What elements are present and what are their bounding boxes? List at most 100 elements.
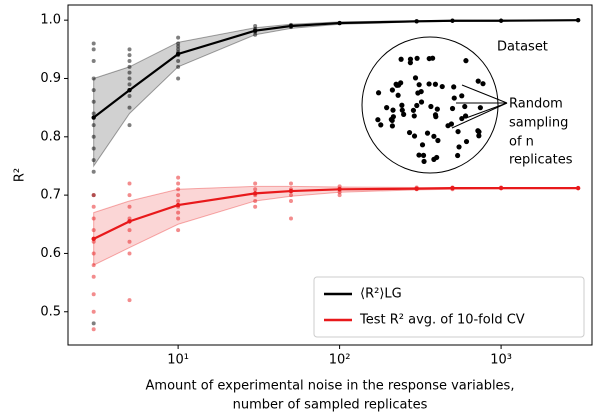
x-tick-label: 10² [329, 353, 351, 368]
dataset-dot [407, 56, 414, 62]
dataset-dot [415, 90, 421, 96]
dataset-dot [399, 107, 405, 113]
replicate-point [91, 169, 96, 174]
annotation: of n [509, 135, 534, 150]
y-tick-label: 0.8 [40, 129, 61, 144]
replicate-point [91, 134, 96, 139]
annotation: sampling [509, 116, 568, 131]
replicate-point [127, 204, 132, 209]
mean-point [91, 236, 96, 242]
replicate-point [91, 274, 96, 279]
replicate-point [253, 23, 258, 28]
dataset-dot [451, 95, 457, 101]
replicate-point [176, 216, 181, 221]
plot-area [91, 17, 581, 332]
mean-point [175, 202, 181, 208]
confidence-band [93, 185, 579, 266]
mean-point [288, 23, 294, 29]
dataset-dot [375, 90, 382, 96]
dataset-dot [431, 133, 437, 139]
dataset-dot [476, 129, 482, 135]
y-tick-label: 0.9 [40, 71, 61, 86]
replicate-point [91, 111, 96, 116]
replicate-point [91, 204, 96, 209]
dataset-dot [439, 83, 445, 90]
dataset-dot [463, 58, 469, 64]
replicate-point [91, 158, 96, 163]
replicate-point [127, 123, 132, 128]
mean-point [450, 18, 455, 23]
dataset-dot [476, 133, 482, 139]
legend-label: ⟨R²⟩LG [360, 287, 402, 302]
annotation: Dataset [497, 40, 548, 55]
inset-diagram: Dataset Random sampling of n replicates [361, 36, 573, 174]
dataset-dot [411, 113, 417, 119]
replicate-point [127, 105, 132, 110]
mean-point [91, 115, 96, 120]
replicate-point [288, 216, 293, 221]
mean-point [288, 188, 294, 194]
replicate-point [288, 181, 293, 186]
dataset-dot [389, 87, 395, 93]
dataset-dot [475, 78, 481, 84]
dataset-dot [451, 84, 457, 90]
plot-frame [67, 4, 593, 346]
dataset-dot [434, 106, 440, 112]
mean-point [252, 191, 258, 196]
dataset-dot [477, 105, 483, 111]
dataset-dot [455, 128, 461, 135]
legend-label: Test R² avg. of 10-fold CV [359, 313, 525, 328]
x-axis-label: Amount of experimental noise in the resp… [146, 379, 515, 394]
replicate-point [253, 32, 258, 37]
replicate-point [176, 198, 181, 203]
x-axis-label: number of sampled replicates [233, 398, 428, 413]
dataset-dot [414, 102, 420, 109]
replicate-point [127, 239, 132, 244]
dataset-dot [416, 82, 422, 88]
dataset-dot [412, 75, 419, 81]
dataset-dot [424, 130, 431, 136]
replicate-point [91, 88, 96, 93]
replicate-point [91, 292, 96, 297]
dataset-dot [459, 93, 465, 99]
replicate-point [176, 228, 181, 233]
replicate-point [91, 321, 96, 326]
replicate-point [176, 76, 181, 81]
replicate-point [127, 93, 132, 98]
replicate-point [91, 251, 96, 256]
y-tick-label: 0.6 [40, 246, 61, 261]
replicate-point [288, 193, 293, 198]
mean-point [450, 185, 455, 191]
mean-point [175, 51, 181, 57]
replicate-point [176, 64, 181, 69]
replicate-point [91, 228, 96, 233]
replicate-point [91, 193, 96, 198]
dataset-dot [420, 152, 427, 158]
mean-point [575, 17, 581, 23]
mean-point [127, 219, 132, 224]
dataset-dot [389, 123, 395, 129]
replicate-point [91, 327, 96, 332]
replicate-point [253, 198, 258, 203]
dataset-dot [414, 55, 420, 61]
dataset-dot [378, 122, 384, 128]
replicate-point [91, 41, 96, 46]
dataset-dot [449, 105, 456, 112]
replicate-point [253, 187, 258, 192]
replicate-point [176, 193, 181, 198]
replicate-point [127, 58, 132, 63]
replicate-point [176, 47, 181, 52]
replicate-point [253, 204, 258, 209]
dataset-dot [390, 107, 396, 113]
dataset-dot [445, 123, 451, 129]
replicate-point [253, 181, 258, 186]
y-axis-label: R² [13, 168, 28, 182]
replicate-point [127, 251, 132, 256]
replicate-point [91, 58, 96, 63]
replicate-point [127, 193, 132, 198]
x-tick-label: 10¹ [167, 353, 189, 368]
mean-point [414, 19, 419, 24]
dataset-dot [411, 133, 418, 139]
replicate-point [176, 35, 181, 40]
replicate-point [91, 146, 96, 151]
